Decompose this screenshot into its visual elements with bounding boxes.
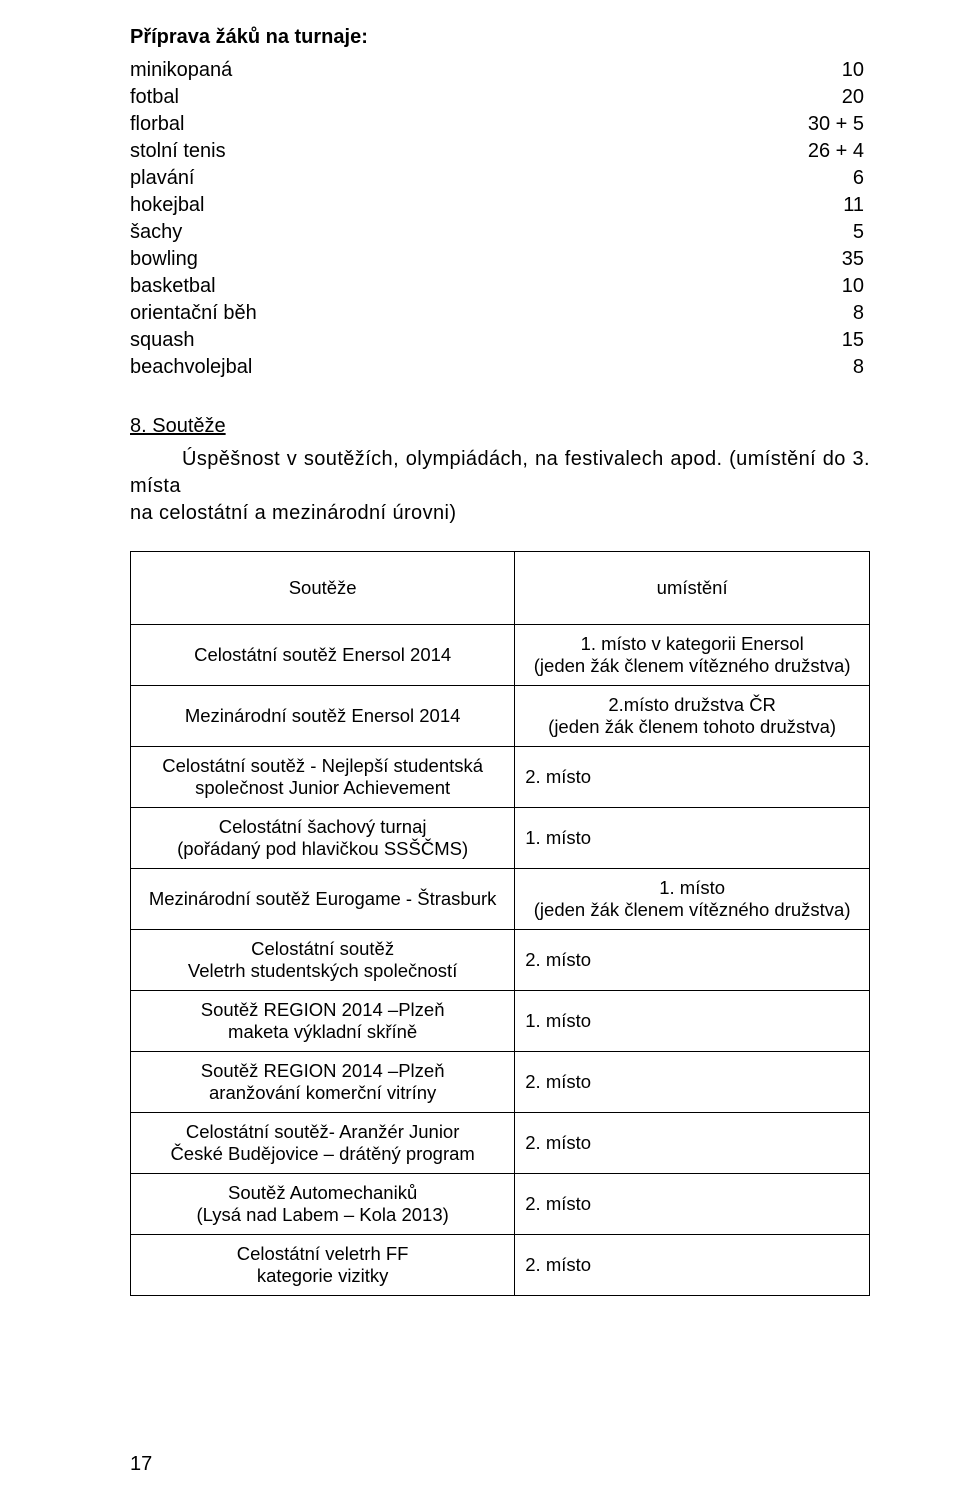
prep-list-label: florbal — [130, 111, 808, 138]
table-cell-right: 2. místo — [515, 1052, 870, 1113]
table-row: Soutěž REGION 2014 –Plzeňaranžování kome… — [131, 1052, 870, 1113]
page-number: 17 — [130, 1453, 152, 1476]
table-header-row: Soutěže umístění — [131, 552, 870, 625]
section-8-label: 8. Soutěže — [130, 415, 226, 437]
prep-list-row: šachy5 — [130, 219, 870, 246]
table-cell-left: Celostátní soutěž - Nejlepší studentskás… — [131, 747, 515, 808]
prep-list-value: 20 — [842, 84, 870, 111]
table-row: Mezinárodní soutěž Enersol 20142.místo d… — [131, 686, 870, 747]
prep-list-row: squash15 — [130, 327, 870, 354]
table-cell-right: 2. místo — [515, 747, 870, 808]
table-cell-left: Soutěž REGION 2014 –Plzeňmaketa výkladní… — [131, 991, 515, 1052]
table-row: Celostátní šachový turnaj(pořádaný pod h… — [131, 808, 870, 869]
prep-list-value: 26 + 4 — [808, 138, 870, 165]
section-8-heading: 8. Soutěže — [130, 415, 870, 438]
prep-list-value: 30 + 5 — [808, 111, 870, 138]
prep-list-row: fotbal20 — [130, 84, 870, 111]
prep-list-label: basketbal — [130, 273, 842, 300]
table-header-right: umístění — [515, 552, 870, 625]
prep-list: minikopaná10fotbal20florbal30 + 5stolní … — [130, 57, 870, 381]
prep-list-row: orientační běh8 — [130, 300, 870, 327]
table-cell-right: 1. místo — [515, 808, 870, 869]
section-8-line2: na celostátní a mezinárodní úrovni) — [130, 502, 456, 524]
prep-list-value: 8 — [853, 300, 870, 327]
prep-list-value: 11 — [843, 192, 870, 219]
section-8-line1: Úspěšnost v soutěžích, olympiádách, na f… — [130, 448, 870, 497]
table-row: Celostátní soutěž- Aranžér JuniorČeské B… — [131, 1113, 870, 1174]
table-cell-right: 1. místo v kategorii Enersol(jeden žák č… — [515, 625, 870, 686]
table-cell-left: Celostátní soutěž Enersol 2014 — [131, 625, 515, 686]
table-row: Celostátní soutěž Enersol 20141. místo v… — [131, 625, 870, 686]
prep-list-label: fotbal — [130, 84, 842, 111]
prep-list-label: orientační běh — [130, 300, 853, 327]
table-row: Celostátní soutěž - Nejlepší studentskás… — [131, 747, 870, 808]
table-row: Soutěž REGION 2014 –Plzeňmaketa výkladní… — [131, 991, 870, 1052]
table-row: Celostátní veletrh FFkategorie vizitky2.… — [131, 1235, 870, 1296]
table-cell-left: Celostátní veletrh FFkategorie vizitky — [131, 1235, 515, 1296]
prep-list-row: beachvolejbal8 — [130, 354, 870, 381]
table-cell-left: Soutěž REGION 2014 –Plzeňaranžování kome… — [131, 1052, 515, 1113]
table-cell-right: 1. místo — [515, 991, 870, 1052]
table-row: Celostátní soutěžVeletrh studentských sp… — [131, 930, 870, 991]
prep-list-value: 10 — [842, 57, 870, 84]
table-header-left: Soutěže — [131, 552, 515, 625]
prep-list-value: 5 — [853, 219, 870, 246]
prep-list-row: stolní tenis26 + 4 — [130, 138, 870, 165]
section-8-body: Úspěšnost v soutěžích, olympiádách, na f… — [130, 446, 870, 527]
table-cell-left: Soutěž Automechaniků(Lysá nad Labem – Ko… — [131, 1174, 515, 1235]
prep-list-label: minikopaná — [130, 57, 842, 84]
prep-list-value: 8 — [853, 354, 870, 381]
prep-list-value: 6 — [853, 165, 870, 192]
prep-list-value: 15 — [842, 327, 870, 354]
table-cell-right: 2.místo družstva ČR(jeden žák členem toh… — [515, 686, 870, 747]
table-cell-right: 2. místo — [515, 1174, 870, 1235]
document-page: Příprava žáků na turnaje: minikopaná10fo… — [0, 0, 960, 1506]
table-row: Mezinárodní soutěž Eurogame - Štrasburk1… — [131, 869, 870, 930]
prep-title: Příprava žáků na turnaje: — [130, 26, 870, 49]
prep-list-label: plavání — [130, 165, 853, 192]
table-cell-left: Mezinárodní soutěž Eurogame - Štrasburk — [131, 869, 515, 930]
prep-list-row: minikopaná10 — [130, 57, 870, 84]
table-cell-left: Celostátní šachový turnaj(pořádaný pod h… — [131, 808, 515, 869]
prep-list-label: šachy — [130, 219, 853, 246]
prep-list-value: 35 — [842, 246, 870, 273]
prep-list-label: hokejbal — [130, 192, 843, 219]
table-cell-right: 2. místo — [515, 1113, 870, 1174]
prep-list-value: 10 — [842, 273, 870, 300]
prep-list-row: hokejbal11 — [130, 192, 870, 219]
prep-list-label: squash — [130, 327, 842, 354]
table-cell-right: 2. místo — [515, 930, 870, 991]
prep-list-row: plavání6 — [130, 165, 870, 192]
prep-list-row: florbal30 + 5 — [130, 111, 870, 138]
prep-list-row: basketbal10 — [130, 273, 870, 300]
table-row: Soutěž Automechaniků(Lysá nad Labem – Ko… — [131, 1174, 870, 1235]
table-cell-left: Celostátní soutěž- Aranžér JuniorČeské B… — [131, 1113, 515, 1174]
table-cell-right: 1. místo(jeden žák členem vítězného druž… — [515, 869, 870, 930]
prep-list-label: beachvolejbal — [130, 354, 853, 381]
table-cell-left: Celostátní soutěžVeletrh studentských sp… — [131, 930, 515, 991]
prep-list-label: stolní tenis — [130, 138, 808, 165]
prep-list-label: bowling — [130, 246, 842, 273]
table-cell-left: Mezinárodní soutěž Enersol 2014 — [131, 686, 515, 747]
prep-list-row: bowling35 — [130, 246, 870, 273]
table-cell-right: 2. místo — [515, 1235, 870, 1296]
competitions-table: Soutěže umístění Celostátní soutěž Eners… — [130, 551, 870, 1296]
